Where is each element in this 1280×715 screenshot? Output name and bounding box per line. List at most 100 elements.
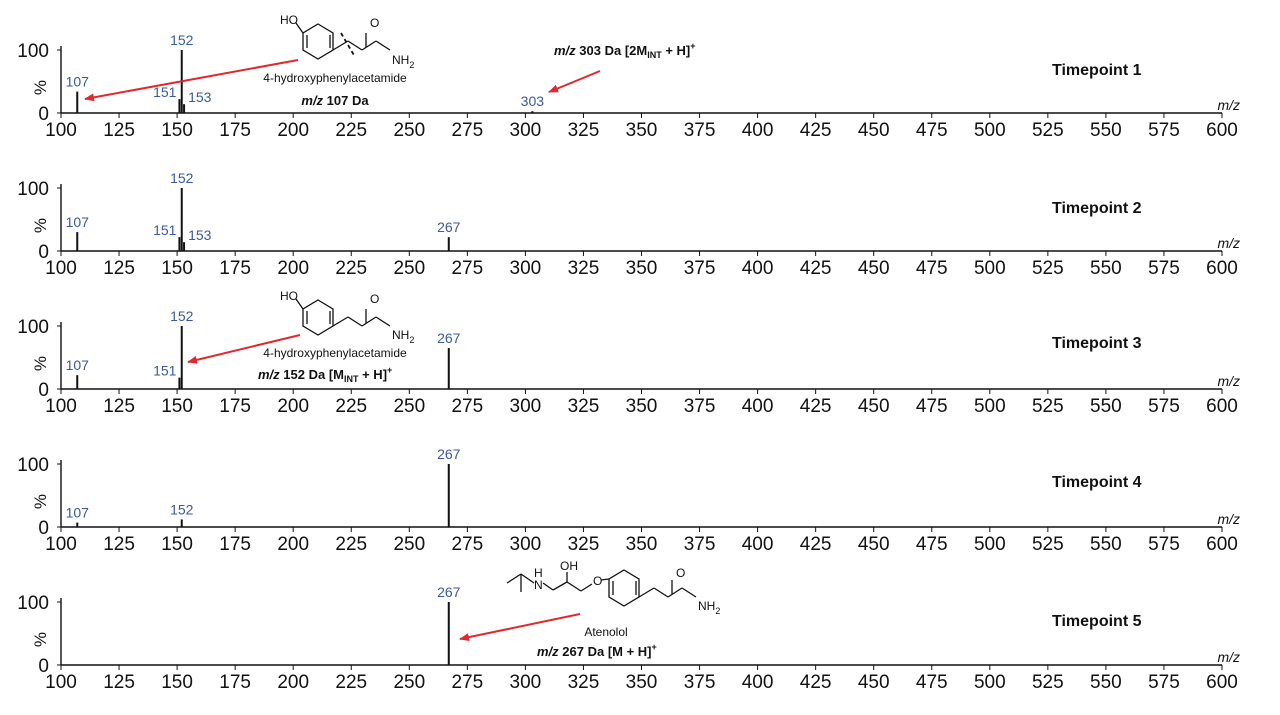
molecule-label-n: N	[534, 578, 543, 592]
x-tick-label: 150	[161, 120, 193, 141]
peak-label: 267	[437, 446, 461, 462]
x-tick-label: 225	[335, 258, 367, 279]
panel-title: Timepoint 5	[1052, 613, 1142, 630]
peak-label: 267	[437, 330, 461, 346]
x-tick-label: 175	[219, 258, 251, 279]
x-tick-label: 550	[1090, 534, 1122, 555]
plot-area: 100 125 150 175 200 225 250 275 300 325 350 375 400 4…	[17, 446, 1240, 555]
molecule-label-h: H	[534, 566, 543, 580]
x-tick-label: 275	[451, 258, 483, 279]
x-tick-label: 400	[742, 534, 774, 555]
peak-label: 153	[188, 89, 212, 105]
x-tick-label: 425	[800, 258, 832, 279]
x-tick-label: 400	[742, 672, 774, 693]
y-tick-label: 0	[38, 518, 49, 539]
x-tick-label: 225	[335, 534, 367, 555]
x-tick-label: 525	[1032, 396, 1064, 417]
x-tick-label: 575	[1148, 258, 1180, 279]
x-tick-label: 325	[568, 672, 600, 693]
x-tick-label: 250	[393, 120, 425, 141]
x-tick-label: 225	[335, 120, 367, 141]
peak-label: 152	[170, 32, 194, 48]
x-tick-label: 475	[916, 534, 948, 555]
x-tick-label: 500	[974, 258, 1006, 279]
plot-area: 100 125 150 175 200 225 250 275 300 325 350 375 400 4…	[17, 32, 1240, 141]
x-tick-label: 175	[219, 396, 251, 417]
x-tick-label: 500	[974, 534, 1006, 555]
x-tick-label: 450	[858, 120, 890, 141]
peak-label: 267	[437, 219, 461, 235]
x-tick-label: 475	[916, 120, 948, 141]
x-tick-label: 525	[1032, 258, 1064, 279]
x-tick-label: 425	[800, 534, 832, 555]
molecule-label-o: O	[370, 292, 379, 306]
x-tick-label: 450	[858, 534, 890, 555]
plot-area: 100 125 150 175 200 225 250 275 300 325 350 375 400 4…	[17, 584, 1240, 693]
panel-title: Timepoint 4	[1052, 474, 1142, 491]
y-axis-label: %	[31, 218, 50, 233]
plot-area: 100 125 150 175 200 225 250 275 300 325 350 375 400 4…	[17, 170, 1240, 279]
y-tick-label: 0	[38, 242, 49, 263]
x-tick-label: 200	[277, 534, 309, 555]
x-tick-label: 550	[1090, 120, 1122, 141]
x-tick-label: 300	[510, 120, 542, 141]
peak-label: 151	[153, 363, 177, 379]
x-tick-label: 525	[1032, 534, 1064, 555]
x-tick-label: 100	[45, 534, 77, 555]
y-tick-label: 0	[38, 656, 49, 677]
x-tick-label: 275	[451, 396, 483, 417]
y-tick-label: 0	[38, 380, 49, 401]
x-tick-label: 600	[1206, 258, 1238, 279]
x-tick-label: 325	[568, 534, 600, 555]
peak-label: 107	[66, 357, 90, 373]
peak-label: 151	[153, 84, 177, 100]
y-axis-label: %	[31, 632, 50, 647]
peak-label: 107	[66, 214, 90, 230]
panel-timepoint-4: Timepoint 4 100 125 150 175 200 225 250 275 300 3…	[17, 446, 1240, 555]
x-tick-label: 300	[510, 396, 542, 417]
peak-label: 267	[437, 584, 461, 600]
x-tick-label: 550	[1090, 258, 1122, 279]
molecule-label-ho: HO	[280, 13, 298, 27]
peak-label: 107	[66, 74, 90, 90]
x-tick-label: 450	[858, 258, 890, 279]
x-tick-label: 450	[858, 396, 890, 417]
panel-title: Timepoint 2	[1052, 200, 1142, 217]
peak-label: 152	[170, 501, 194, 517]
x-tick-label: 525	[1032, 672, 1064, 693]
y-tick-label: 100	[17, 317, 49, 338]
x-tick-label: 325	[568, 258, 600, 279]
arrow-303	[548, 70, 601, 93]
x-tick-label: 500	[974, 120, 1006, 141]
x-axis-label: m/z	[1217, 649, 1240, 665]
peak-label: 152	[170, 170, 194, 186]
x-tick-label: 175	[219, 120, 251, 141]
peak-label: 303	[521, 93, 545, 109]
x-tick-label: 600	[1206, 534, 1238, 555]
x-tick-label: 350	[626, 258, 658, 279]
molecule-label-nh2: NH2	[392, 53, 414, 70]
peak-label: 151	[153, 222, 177, 238]
x-tick-label: 400	[742, 120, 774, 141]
x-tick-label: 575	[1148, 672, 1180, 693]
y-tick-label: 100	[17, 455, 49, 476]
x-tick-label: 100	[45, 258, 77, 279]
x-tick-label: 375	[684, 396, 716, 417]
x-tick-label: 150	[161, 258, 193, 279]
peak-label: 153	[188, 227, 212, 243]
x-tick-label: 575	[1148, 120, 1180, 141]
x-tick-label: 400	[742, 396, 774, 417]
x-tick-label: 475	[916, 672, 948, 693]
dimer-mz-label: m/z 303 Da [2MINT + H]+	[554, 41, 696, 60]
plot-area: 100 125 150 175 200 225 250 275 300 325 350 375 400 4…	[17, 308, 1240, 417]
panel-title: Timepoint 3	[1052, 335, 1142, 352]
x-tick-label: 350	[626, 396, 658, 417]
x-tick-label: 375	[684, 120, 716, 141]
x-tick-label: 550	[1090, 672, 1122, 693]
x-tick-label: 600	[1206, 120, 1238, 141]
y-axis-label: %	[31, 80, 50, 95]
x-tick-label: 125	[103, 672, 135, 693]
x-tick-label: 500	[974, 672, 1006, 693]
x-tick-label: 425	[800, 396, 832, 417]
arrow-107	[84, 59, 299, 102]
